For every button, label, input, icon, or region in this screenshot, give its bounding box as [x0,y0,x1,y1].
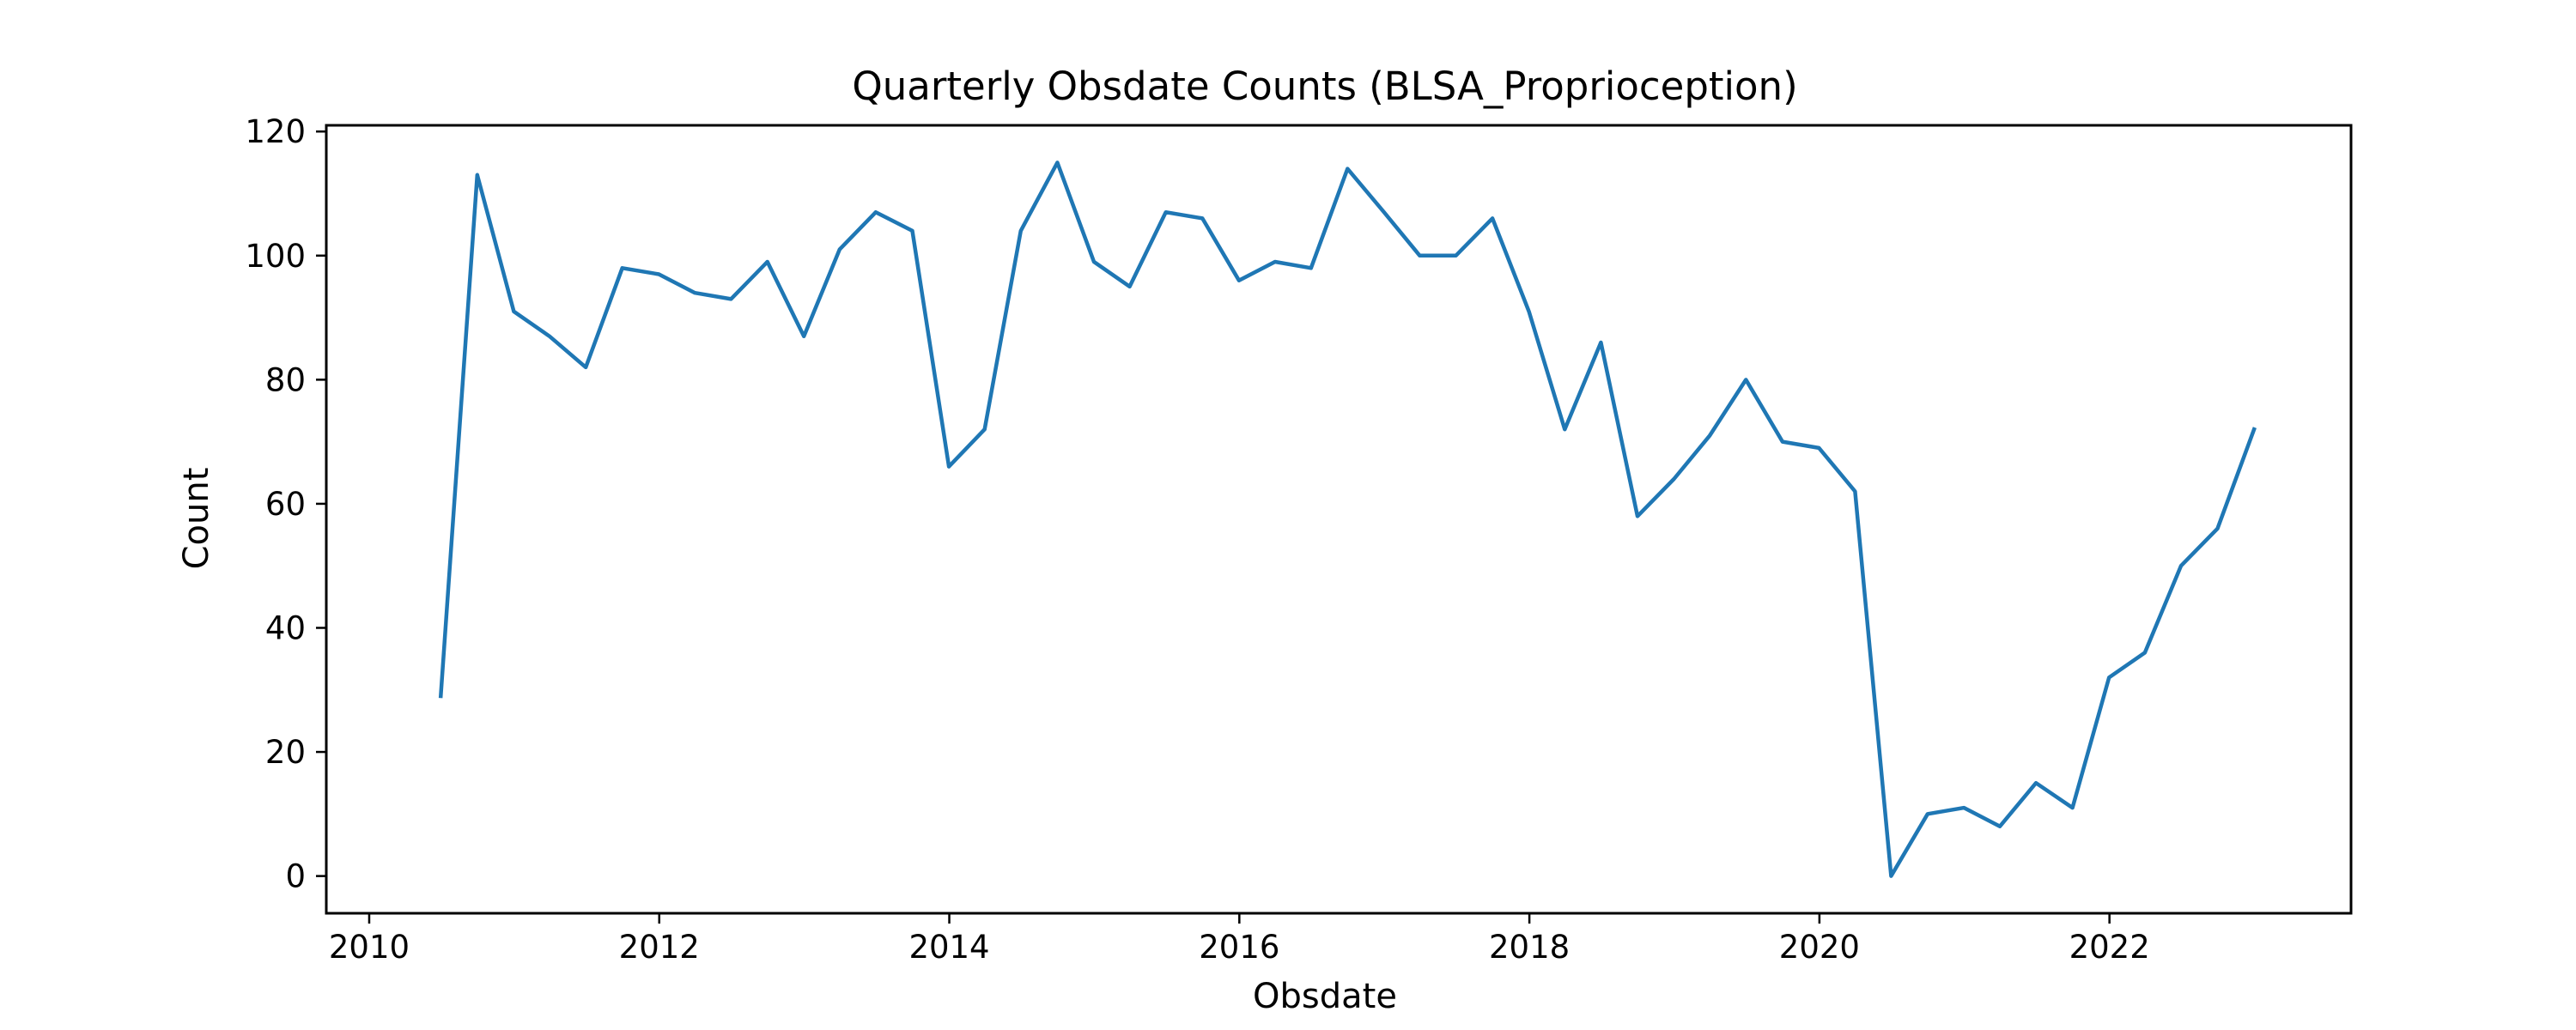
y-tick-label: 40 [265,609,306,646]
x-tick-label: 2016 [1199,929,1279,966]
y-tick-label: 20 [265,734,306,771]
x-tick-label: 2018 [1489,929,1570,966]
y-axis-label: Count [177,468,216,570]
x-tick-label: 2020 [1779,929,1860,966]
y-tick-label: 60 [265,486,306,523]
y-tick-label: 80 [265,361,306,398]
chart-title: Quarterly Obsdate Counts (BLSA_Proprioce… [852,64,1797,109]
x-axis-label: Obsdate [1253,977,1397,1016]
plot-area: 2010 2012 2014 2016 2018 2020 2022 0 20 40 60 80 100… [245,113,2353,966]
x-tick-label: 2010 [329,929,410,966]
x-tick-label: 2012 [619,929,700,966]
y-tick-label: 100 [245,238,306,275]
y-tick-label: 0 [285,858,306,895]
x-tick-label: 2014 [908,929,989,966]
y-tick-label: 120 [245,113,306,150]
series-line [438,161,2257,878]
plot-frame [325,124,2353,915]
x-tick-label: 2022 [2069,929,2150,966]
